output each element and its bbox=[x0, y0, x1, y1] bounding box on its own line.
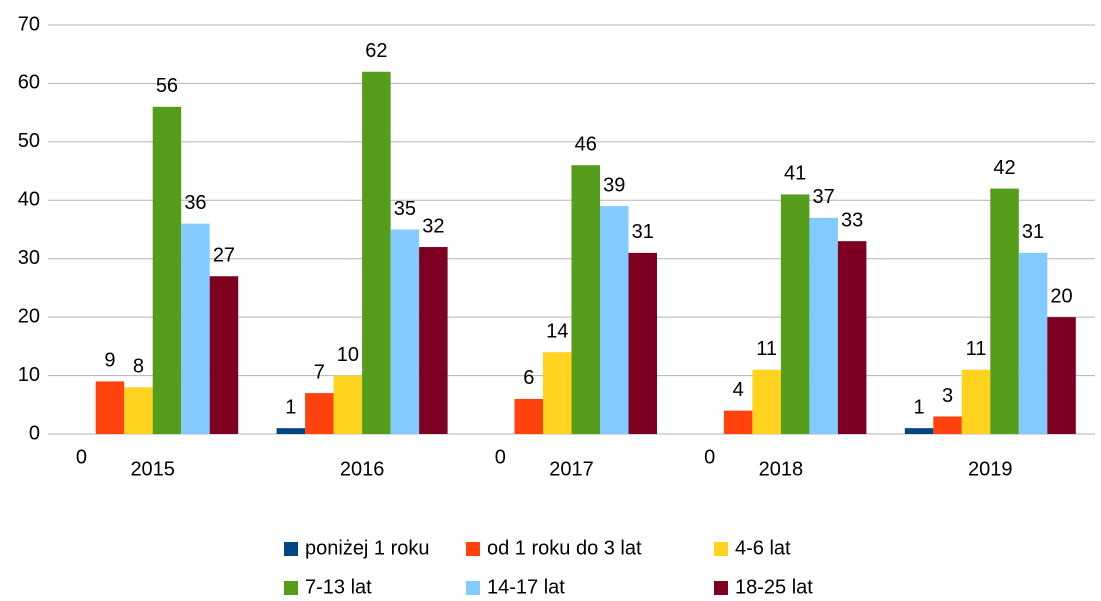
data-label: 41 bbox=[784, 163, 806, 185]
bar bbox=[333, 375, 363, 434]
legend-label: poniżej 1 roku bbox=[305, 537, 430, 559]
x-tick-label: 2015 bbox=[130, 458, 175, 480]
x-tick-label: 2018 bbox=[759, 458, 804, 480]
data-label: 0 bbox=[76, 446, 87, 468]
data-label: 0 bbox=[495, 446, 506, 468]
bar bbox=[124, 387, 153, 434]
y-tick-label: 40 bbox=[18, 189, 40, 211]
data-label: 32 bbox=[422, 215, 444, 237]
y-tick-label: 30 bbox=[18, 247, 40, 269]
y-tick-label: 70 bbox=[18, 13, 40, 35]
y-tick-label: 50 bbox=[18, 130, 40, 152]
legend-label: 7-13 lat bbox=[305, 576, 372, 598]
bar bbox=[362, 71, 391, 434]
bar bbox=[571, 165, 600, 434]
x-tick-label: 2016 bbox=[340, 458, 385, 480]
bar bbox=[419, 247, 448, 434]
bar bbox=[780, 194, 810, 434]
data-label: 31 bbox=[1022, 221, 1044, 243]
legend-swatch bbox=[466, 542, 480, 556]
bar bbox=[305, 393, 334, 434]
data-label: 1 bbox=[285, 396, 296, 418]
data-label: 1 bbox=[913, 396, 924, 418]
bar bbox=[809, 217, 838, 434]
y-tick-label: 0 bbox=[29, 422, 40, 444]
y-tick-label: 60 bbox=[18, 72, 40, 94]
bar bbox=[961, 369, 991, 434]
data-label: 35 bbox=[394, 198, 416, 220]
data-label: 10 bbox=[337, 344, 359, 366]
data-label: 14 bbox=[546, 320, 568, 342]
data-label: 0 bbox=[704, 446, 715, 468]
data-label: 8 bbox=[133, 356, 144, 378]
data-label: 36 bbox=[184, 192, 206, 214]
data-label: 56 bbox=[156, 75, 178, 97]
data-label: 6 bbox=[523, 367, 534, 389]
bar bbox=[723, 410, 753, 434]
data-label: 27 bbox=[213, 245, 235, 267]
bar bbox=[209, 276, 239, 434]
data-label: 62 bbox=[365, 40, 387, 62]
y-tick-label: 20 bbox=[18, 305, 40, 327]
bar bbox=[181, 223, 210, 434]
bar bbox=[837, 241, 867, 434]
y-tick-label: 10 bbox=[18, 364, 40, 386]
legend-label: od 1 roku do 3 lat bbox=[487, 537, 642, 559]
bar bbox=[933, 416, 962, 434]
bar bbox=[514, 398, 543, 434]
data-label: 4 bbox=[733, 379, 744, 401]
data-label: 39 bbox=[603, 174, 625, 196]
legend-swatch bbox=[714, 581, 728, 595]
data-label: 31 bbox=[632, 221, 654, 243]
legend-swatch bbox=[284, 581, 298, 595]
x-tick-label: 2017 bbox=[549, 458, 594, 480]
bar bbox=[390, 229, 420, 434]
bar bbox=[152, 106, 182, 435]
legend-swatch bbox=[284, 542, 298, 556]
legend-label: 4-6 lat bbox=[735, 537, 791, 559]
data-label: 7 bbox=[314, 361, 325, 383]
bar bbox=[95, 381, 125, 434]
data-label: 3 bbox=[942, 385, 953, 407]
data-label: 33 bbox=[841, 209, 863, 231]
legend-label: 18-25 lat bbox=[735, 576, 813, 598]
data-label: 46 bbox=[575, 134, 597, 156]
bar bbox=[628, 252, 657, 434]
legend-label: 14-17 lat bbox=[487, 576, 565, 598]
data-label: 42 bbox=[993, 157, 1015, 179]
bar bbox=[752, 369, 781, 434]
data-label: 11 bbox=[966, 338, 987, 360]
bar bbox=[904, 428, 934, 434]
data-label: 9 bbox=[104, 350, 115, 372]
data-label: 11 bbox=[756, 338, 777, 360]
bar bbox=[1047, 317, 1076, 434]
bar bbox=[543, 352, 572, 434]
x-tick-label: 2019 bbox=[968, 458, 1013, 480]
bar bbox=[990, 188, 1019, 434]
bar bbox=[276, 428, 306, 434]
bar bbox=[1018, 252, 1048, 434]
data-label: 37 bbox=[813, 186, 835, 208]
legend-swatch bbox=[466, 581, 480, 595]
bar bbox=[600, 206, 629, 434]
data-label: 20 bbox=[1050, 285, 1072, 307]
legend-swatch bbox=[714, 542, 728, 556]
